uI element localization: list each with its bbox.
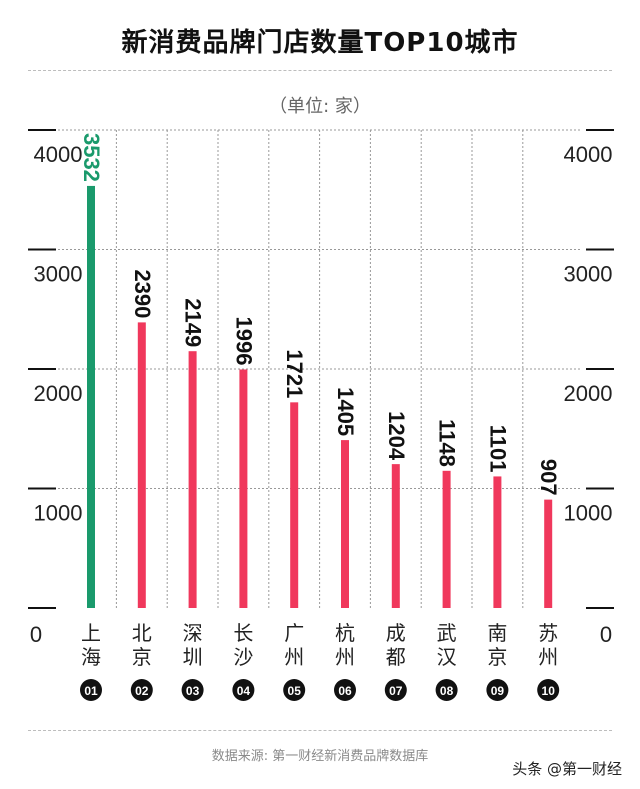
y-tick-label-right: 2000 [564, 381, 613, 406]
category-label: 上海 [81, 621, 101, 669]
value-label: 1405 [333, 387, 358, 436]
y-tick-label-left: 1000 [34, 501, 83, 526]
value-label: 907 [536, 459, 561, 496]
y-tick-label-left: 2000 [34, 381, 83, 406]
value-label: 1721 [282, 349, 307, 398]
top-divider [28, 70, 612, 71]
bar [391, 464, 400, 608]
y-tick-label-right: 4000 [564, 142, 613, 167]
rank-badge-label: 08 [440, 684, 454, 698]
rank-badge-label: 03 [186, 684, 200, 698]
bottom-divider [28, 730, 612, 731]
value-label: 1204 [384, 411, 409, 461]
category-label: 广州 [284, 621, 304, 669]
rank-badge [283, 679, 306, 701]
category-label: 长沙 [233, 621, 253, 669]
value-label: 1148 [435, 419, 460, 467]
value-label: 1101 [485, 425, 510, 473]
rank-badge-label: 04 [237, 684, 251, 698]
watermark: 头条 @第一财经 [512, 760, 622, 778]
rank-badge [334, 679, 356, 701]
value-label: 3532 [79, 133, 104, 182]
bar [290, 402, 299, 608]
bar [188, 351, 197, 608]
category-label: 北京 [132, 621, 152, 669]
rank-badge [486, 679, 509, 701]
rank-badge-label: 05 [288, 684, 302, 698]
bar [341, 440, 349, 608]
rank-badge-label: 01 [84, 684, 98, 698]
value-label: 1996 [231, 317, 256, 366]
category-label: 成都 [386, 621, 406, 669]
y-tick-label-right: 3000 [564, 262, 613, 287]
category-label: 武汉 [437, 621, 457, 669]
y-tick-label-left: 3000 [34, 262, 83, 287]
bar [239, 369, 248, 608]
bar [493, 476, 502, 608]
rank-badge [435, 679, 458, 701]
rank-badge-label: 09 [491, 684, 505, 698]
y-tick-label-left: 4000 [34, 142, 83, 167]
rank-badge-label: 02 [135, 684, 149, 698]
rank-badge [130, 679, 153, 701]
bar [137, 322, 146, 608]
y-tick-label-right: 0 [600, 622, 612, 647]
value-label: 2390 [130, 269, 155, 318]
category-label: 杭州 [335, 621, 355, 669]
y-tick-label-right: 1000 [564, 501, 613, 526]
bar [544, 499, 553, 608]
unit-label: （单位: 家） [269, 96, 371, 117]
value-label: 2149 [181, 298, 206, 347]
category-label: 苏州 [538, 621, 558, 669]
y-tick-label-left: 0 [30, 622, 42, 647]
rank-badge [181, 679, 204, 701]
category-label: 南京 [487, 621, 507, 669]
bar [87, 185, 95, 608]
rank-badge-label: 10 [542, 684, 556, 698]
rank-badge [80, 679, 102, 701]
category-label: 深圳 [183, 621, 203, 669]
rank-badge [232, 679, 255, 701]
rank-badge [384, 679, 407, 701]
rank-badge-label: 06 [338, 684, 352, 698]
source-note: 数据来源: 第一财经新消费品牌数据库 [211, 749, 429, 764]
chart-title: 新消费品牌门店数量TOP10城市 [121, 28, 519, 58]
rank-badge [537, 679, 560, 701]
bar [442, 470, 451, 608]
rank-badge-label: 07 [389, 684, 403, 698]
